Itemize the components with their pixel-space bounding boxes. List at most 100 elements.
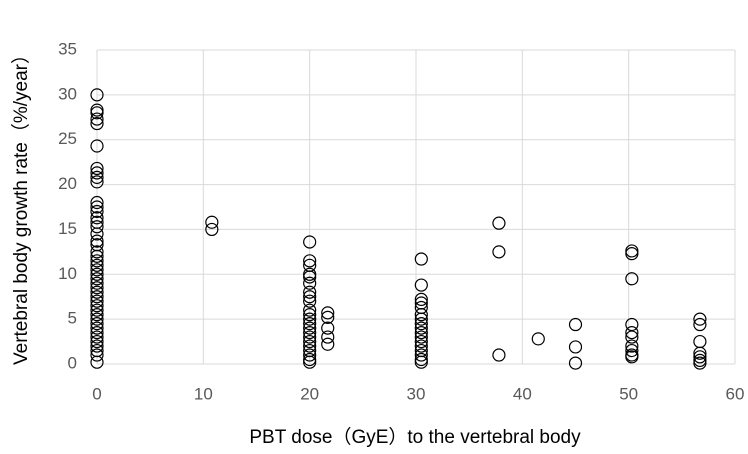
y-tick-label: 5 xyxy=(68,309,77,328)
point xyxy=(414,252,428,266)
point xyxy=(90,285,104,299)
point xyxy=(90,254,104,268)
point xyxy=(321,337,335,351)
point xyxy=(414,292,428,307)
point xyxy=(625,247,639,261)
point xyxy=(625,350,639,364)
point xyxy=(321,310,335,324)
point xyxy=(90,234,104,248)
point xyxy=(90,211,104,225)
point xyxy=(492,216,506,230)
point xyxy=(414,312,428,326)
point xyxy=(303,330,317,344)
x-tick-label: 0 xyxy=(92,384,101,403)
point xyxy=(303,339,317,353)
point xyxy=(693,350,707,364)
point xyxy=(90,200,104,214)
point xyxy=(303,290,317,304)
point xyxy=(90,204,104,219)
point xyxy=(625,343,639,358)
point xyxy=(90,170,104,184)
point xyxy=(303,235,317,249)
y-tick-label: 35 xyxy=(58,39,77,58)
point xyxy=(90,267,104,281)
point xyxy=(625,326,639,340)
point xyxy=(90,299,104,313)
point xyxy=(625,330,639,344)
point xyxy=(414,348,428,362)
point xyxy=(414,330,428,344)
point xyxy=(90,166,104,180)
y-tick-label: 25 xyxy=(58,129,77,148)
point xyxy=(568,317,583,332)
point xyxy=(90,161,104,176)
point xyxy=(321,321,335,335)
y-tick-label: 15 xyxy=(58,219,77,238)
y-tick-label: 0 xyxy=(68,353,77,372)
point xyxy=(303,312,317,326)
point xyxy=(414,278,428,292)
point xyxy=(90,245,104,259)
point xyxy=(414,334,428,349)
point xyxy=(90,321,104,335)
point xyxy=(693,312,707,326)
point xyxy=(625,244,639,258)
point xyxy=(90,220,104,234)
point xyxy=(414,308,428,322)
point xyxy=(321,306,335,320)
point xyxy=(205,215,219,229)
point xyxy=(90,249,104,263)
point xyxy=(90,294,104,308)
point xyxy=(90,175,104,189)
y-tick-label: 30 xyxy=(58,84,77,103)
point xyxy=(90,326,104,340)
point xyxy=(90,258,104,272)
point xyxy=(303,326,317,340)
point xyxy=(90,263,104,277)
x-tick-label: 30 xyxy=(407,384,426,403)
point xyxy=(492,245,506,259)
point xyxy=(693,346,707,360)
point xyxy=(303,285,317,299)
point xyxy=(414,326,428,340)
point xyxy=(90,139,104,153)
point xyxy=(321,330,335,344)
x-tick-label: 50 xyxy=(619,384,638,403)
point xyxy=(90,330,104,344)
point xyxy=(205,222,219,237)
x-tick-label: 20 xyxy=(300,384,319,403)
point xyxy=(90,334,104,349)
x-tick-label: 60 xyxy=(726,384,745,403)
point xyxy=(414,355,428,369)
point xyxy=(303,294,317,308)
point xyxy=(693,334,707,349)
point xyxy=(90,112,104,126)
x-tick-label: 10 xyxy=(194,384,213,403)
point xyxy=(414,321,428,335)
x-axis-label: PBT dose（GyE）to the vertebral body xyxy=(249,426,581,448)
point xyxy=(693,356,707,370)
point xyxy=(90,272,104,286)
point xyxy=(625,272,639,286)
point xyxy=(303,308,317,322)
y-axis-label: Vertebral body growth rate（%/year） xyxy=(10,45,32,365)
point xyxy=(303,321,317,335)
point xyxy=(303,270,317,284)
point xyxy=(414,317,428,331)
point xyxy=(568,356,583,370)
point xyxy=(625,339,639,353)
point xyxy=(90,195,104,210)
point xyxy=(90,88,104,102)
point xyxy=(90,308,104,322)
point xyxy=(693,317,707,332)
point xyxy=(90,312,104,326)
point xyxy=(414,339,428,353)
y-tick-label: 10 xyxy=(58,264,77,283)
point xyxy=(90,116,104,131)
point xyxy=(90,317,104,331)
x-tick-label: 40 xyxy=(513,384,532,403)
point xyxy=(90,106,104,120)
point xyxy=(90,281,104,295)
point xyxy=(90,339,104,353)
